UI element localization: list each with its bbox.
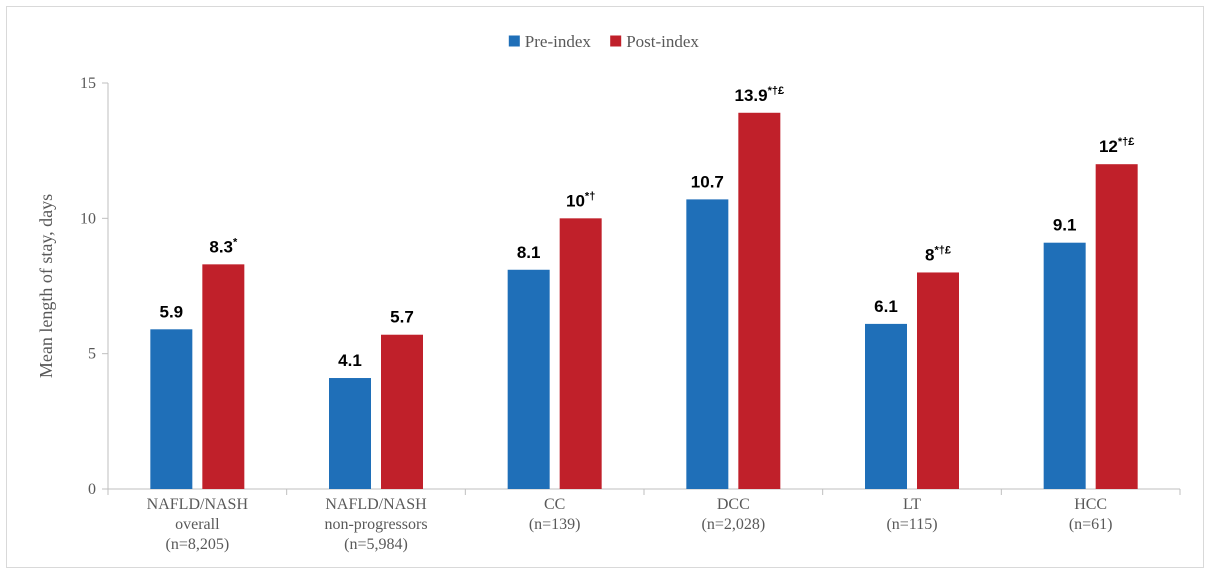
data-label: 6.1	[874, 297, 898, 316]
y-tick-label: 5	[88, 346, 96, 363]
x-category-label: NAFLD/NASH	[325, 496, 427, 513]
x-category-label: (n=61)	[1069, 516, 1113, 533]
data-label-superscript: *	[233, 236, 238, 248]
data-label-superscript: *†£	[934, 244, 951, 256]
x-category-label: CC	[544, 496, 565, 513]
data-label: 10*†	[566, 190, 595, 210]
y-tick-label: 10	[80, 210, 96, 227]
data-label: 5.9	[160, 302, 184, 321]
bar-post-index-1	[202, 264, 245, 489]
legend-label: Post-index	[626, 32, 699, 51]
data-label-superscript: *†£	[1118, 136, 1135, 148]
y-axis-title: Mean length of stay, days	[36, 194, 56, 378]
data-label-superscript: *†£	[768, 85, 785, 97]
bar-pre-index-4	[686, 199, 729, 490]
x-category-label: NAFLD/NASH	[147, 496, 249, 513]
bar-post-index-4	[738, 112, 781, 490]
bar-post-index-3	[559, 218, 602, 490]
data-label: 4.1	[338, 351, 362, 370]
x-category-label: DCC	[717, 496, 750, 513]
legend-label: Pre-index	[525, 32, 592, 51]
x-category-label: non-progressors	[324, 516, 427, 533]
x-category-label: (n=5,984)	[344, 536, 408, 553]
x-category-label: overall	[175, 516, 220, 533]
x-category-label: (n=8,205)	[165, 536, 229, 553]
data-label: 9.1	[1053, 216, 1077, 235]
data-label: 5.7	[390, 308, 414, 327]
data-label: 8.3*	[209, 236, 238, 256]
bar-post-index-6	[1095, 164, 1138, 489]
bar-pre-index-3	[507, 269, 550, 489]
x-category-label: (n=2,028)	[701, 516, 765, 533]
bar-post-index-2	[381, 334, 423, 489]
bar-pre-index-6	[1043, 242, 1086, 489]
bar-post-index-5	[917, 272, 959, 489]
x-category-label: (n=139)	[529, 516, 581, 533]
legend-swatch	[508, 35, 520, 47]
data-label: 13.9*†£	[735, 85, 785, 105]
y-tick-label: 15	[80, 75, 96, 92]
legend-swatch	[610, 35, 622, 47]
data-label: 8.1	[517, 243, 541, 262]
bar-pre-index-2	[329, 378, 371, 489]
data-label-superscript: *†	[585, 190, 595, 202]
data-label: 8*†£	[925, 244, 951, 264]
bar-pre-index-5	[865, 323, 907, 489]
data-label: 12*†£	[1099, 136, 1134, 156]
x-category-label: (n=115)	[886, 516, 937, 533]
data-label: 10.7	[691, 172, 724, 191]
y-tick-label: 0	[88, 481, 96, 498]
x-category-label: LT	[903, 496, 921, 513]
bar-pre-index-1	[150, 329, 193, 489]
x-category-label: HCC	[1074, 496, 1107, 513]
